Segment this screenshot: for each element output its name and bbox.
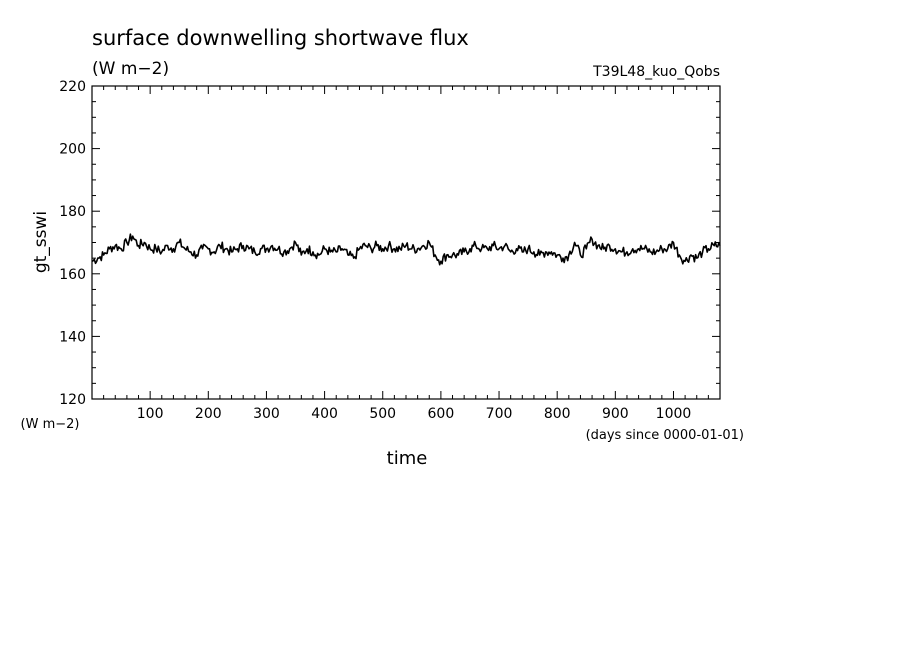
x-units: (days since 0000-01-01): [586, 428, 744, 443]
x-tick-label: 700: [486, 406, 513, 422]
x-axis-ticks: 100 200 300 400 500 600 700 800 900 1000: [137, 86, 692, 422]
minor-ticks: [92, 86, 720, 399]
chart-title: surface downwelling shortwave flux: [92, 26, 469, 50]
y-tick-label: 120: [59, 392, 86, 408]
x-tick-label: 1000: [656, 406, 692, 422]
x-axis-label: time: [387, 448, 428, 469]
y-tick-label: 140: [59, 329, 86, 345]
series-line: [91, 233, 721, 266]
x-tick-label: 500: [369, 406, 396, 422]
x-tick-label: 300: [253, 406, 280, 422]
y-tick-label: 160: [59, 267, 86, 283]
x-tick-label: 600: [428, 406, 455, 422]
x-tick-label: 900: [602, 406, 629, 422]
y-tick-label: 220: [59, 79, 86, 95]
plot-frame: [91, 85, 721, 400]
x-tick-label: 200: [195, 406, 222, 422]
y-units: (W m−2): [21, 417, 80, 432]
x-tick-label: 400: [311, 406, 338, 422]
title-units: (W m−2): [92, 59, 169, 79]
x-tick-label: 100: [137, 406, 164, 422]
run-label: T39L48_kuo_Qobs: [592, 64, 720, 80]
y-tick-label: 200: [59, 142, 86, 158]
y-axis-ticks: 120 140 160 180 200 220: [59, 79, 720, 408]
y-axis-label: gt_sswi: [31, 211, 51, 273]
y-tick-label: 180: [59, 204, 86, 220]
x-tick-label: 800: [544, 406, 571, 422]
